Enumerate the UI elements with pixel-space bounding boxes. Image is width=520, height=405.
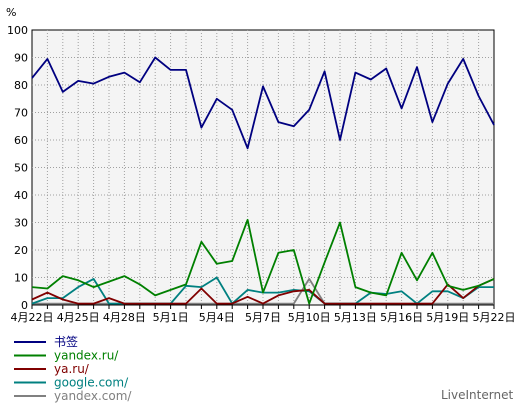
series-lines [31,56,495,305]
x-tick-label: 4月25日 [57,311,100,324]
legend-label: 书签 [54,334,78,349]
legend-label: yandex.ru/ [54,349,119,363]
x-tick-label: 5月22日 [473,311,516,324]
y-tick-label: 60 [14,134,28,147]
x-tick-label: 5月13日 [334,311,377,324]
x-tick-label: 5月19日 [426,311,469,324]
legend-label: yandex.com/ [54,389,132,403]
y-axis: 0 10 20 30 40 50 60 70 80 90 100 [7,24,28,312]
series-line-2 [31,278,495,305]
x-tick-label: 5月1日 [153,311,189,324]
legend-label: ya.ru/ [54,362,90,376]
y-axis-label: % [6,6,16,19]
y-tick-label: 50 [14,162,28,175]
legend-label: google.com/ [54,376,129,390]
y-tick-label: 10 [14,272,28,285]
grid [32,30,494,305]
x-tick-label: 4月28日 [103,311,146,324]
x-tick-label: 5月7日 [245,311,281,324]
x-tick-label: 5月10日 [288,311,331,324]
y-tick-label: 40 [14,189,28,202]
series-line-1 [31,218,495,305]
x-tick-label: 4月22日 [11,311,54,324]
y-tick-label: 30 [14,217,28,230]
x-axis: 4月22日 4月25日 4月28日 5月1日 5月4日 5月7日 5月10日 5月13日 5月1… [11,305,516,324]
y-tick-label: 70 [14,107,28,120]
series-line-0 [31,56,495,150]
x-tick-label: 5月4日 [199,311,235,324]
y-tick-label: 0 [21,299,28,312]
x-tick-label: 5月16日 [380,311,423,324]
brand-label: LiveInternet [441,388,514,402]
y-tick-label: 80 [14,79,28,92]
y-tick-label: 100 [7,24,28,37]
y-tick-label: 90 [14,52,28,65]
y-tick-label: 20 [14,244,28,257]
